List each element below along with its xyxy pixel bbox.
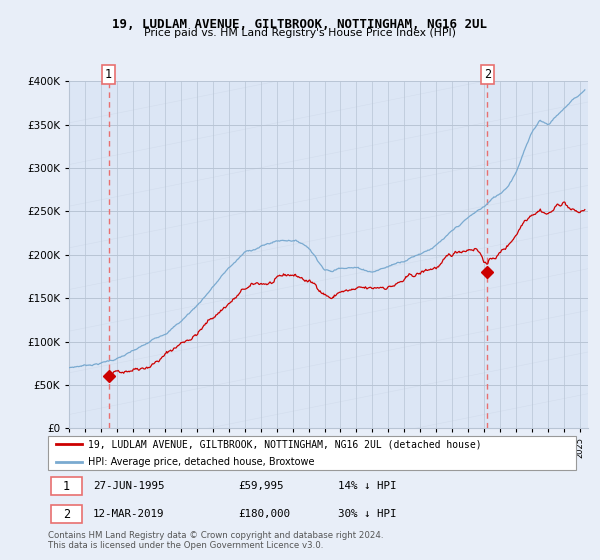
Text: 1: 1 [105, 68, 112, 81]
Text: 14% ↓ HPI: 14% ↓ HPI [338, 481, 397, 491]
FancyBboxPatch shape [48, 436, 576, 470]
FancyBboxPatch shape [50, 477, 82, 496]
Text: 2: 2 [63, 507, 70, 521]
Text: Price paid vs. HM Land Registry's House Price Index (HPI): Price paid vs. HM Land Registry's House … [144, 28, 456, 38]
FancyBboxPatch shape [50, 505, 82, 523]
Text: 30% ↓ HPI: 30% ↓ HPI [338, 509, 397, 519]
Text: HPI: Average price, detached house, Broxtowe: HPI: Average price, detached house, Brox… [88, 457, 314, 466]
Text: £180,000: £180,000 [238, 509, 290, 519]
Text: 19, LUDLAM AVENUE, GILTBROOK, NOTTINGHAM, NG16 2UL: 19, LUDLAM AVENUE, GILTBROOK, NOTTINGHAM… [113, 18, 487, 31]
Text: 12-MAR-2019: 12-MAR-2019 [93, 509, 164, 519]
Text: 1: 1 [63, 480, 70, 493]
Text: 2: 2 [484, 68, 491, 81]
Text: Contains HM Land Registry data © Crown copyright and database right 2024.
This d: Contains HM Land Registry data © Crown c… [48, 531, 383, 550]
Text: 27-JUN-1995: 27-JUN-1995 [93, 481, 164, 491]
Text: £59,995: £59,995 [238, 481, 284, 491]
Text: 19, LUDLAM AVENUE, GILTBROOK, NOTTINGHAM, NG16 2UL (detached house): 19, LUDLAM AVENUE, GILTBROOK, NOTTINGHAM… [88, 440, 481, 449]
